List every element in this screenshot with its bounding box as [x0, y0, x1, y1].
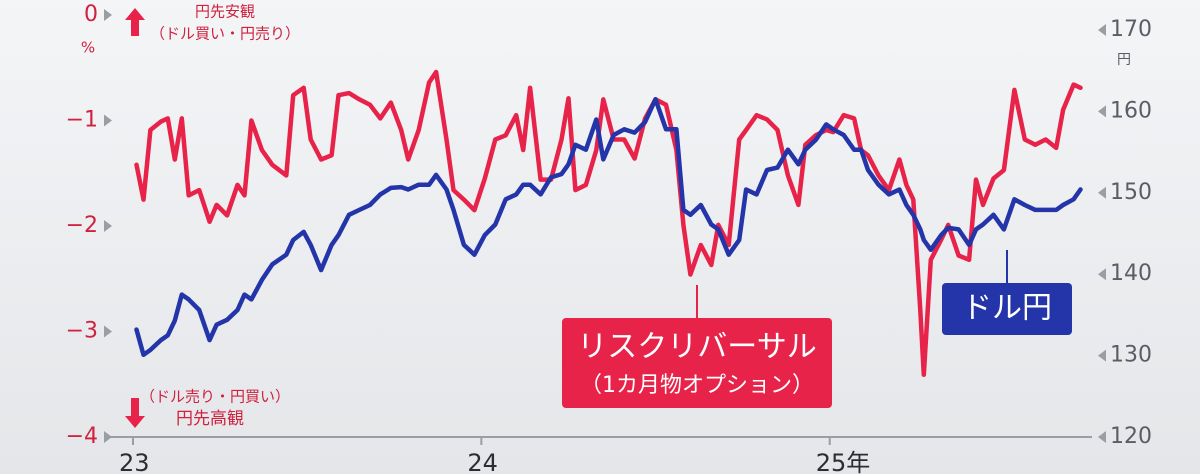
y2-tick-label: 120	[1110, 424, 1152, 449]
annotation: 円先高観	[176, 409, 244, 429]
annotation: （ドル売り・円買い）	[140, 388, 290, 406]
annotation: （ドル買い・円売り）	[150, 25, 300, 43]
y-tick-mark	[104, 220, 112, 232]
y2-tick-mark	[1098, 186, 1106, 199]
y-tick-label: 0	[84, 2, 98, 27]
y2-tick-mark	[1098, 268, 1106, 281]
annotation: 円先安観	[195, 3, 255, 21]
series-line	[134, 96, 1083, 358]
y-tick-label: −3	[66, 319, 98, 344]
x-tick-label: 23	[119, 449, 150, 474]
series-label: リスクリバーサル	[577, 330, 816, 365]
y-tick-mark	[104, 431, 112, 443]
series-line	[134, 69, 1083, 378]
series-label: ドル円	[962, 291, 1052, 326]
y2-tick-label: 130	[1110, 343, 1152, 368]
y-axis-unit: %	[81, 39, 95, 57]
series-callout	[562, 318, 832, 408]
y-tick-label: −4	[66, 424, 98, 449]
y2-tick-label: 160	[1110, 98, 1152, 123]
y-tick-mark	[104, 325, 112, 338]
up-arrow	[125, 8, 145, 36]
y-tick-mark	[104, 114, 112, 127]
y2-tick-mark	[1098, 24, 1106, 36]
y2-axis-unit: 円	[1117, 52, 1131, 68]
y-tick-label: −2	[66, 213, 98, 238]
down-arrow	[125, 398, 145, 428]
x-tick-label: 25年	[816, 449, 871, 474]
y2-tick-label: 150	[1110, 180, 1152, 205]
series-callout	[942, 283, 1072, 335]
y2-tick-label: 170	[1110, 17, 1152, 42]
x-tick-label: 24	[467, 449, 498, 474]
annotation: （1カ月物オプション）	[580, 373, 814, 398]
y2-tick-mark	[1098, 349, 1106, 362]
y-tick-mark	[104, 9, 112, 21]
y2-tick-label: 140	[1110, 261, 1152, 286]
y2-tick-mark	[1098, 105, 1106, 118]
y-tick-label: −1	[66, 108, 98, 133]
y2-tick-mark	[1098, 431, 1106, 443]
